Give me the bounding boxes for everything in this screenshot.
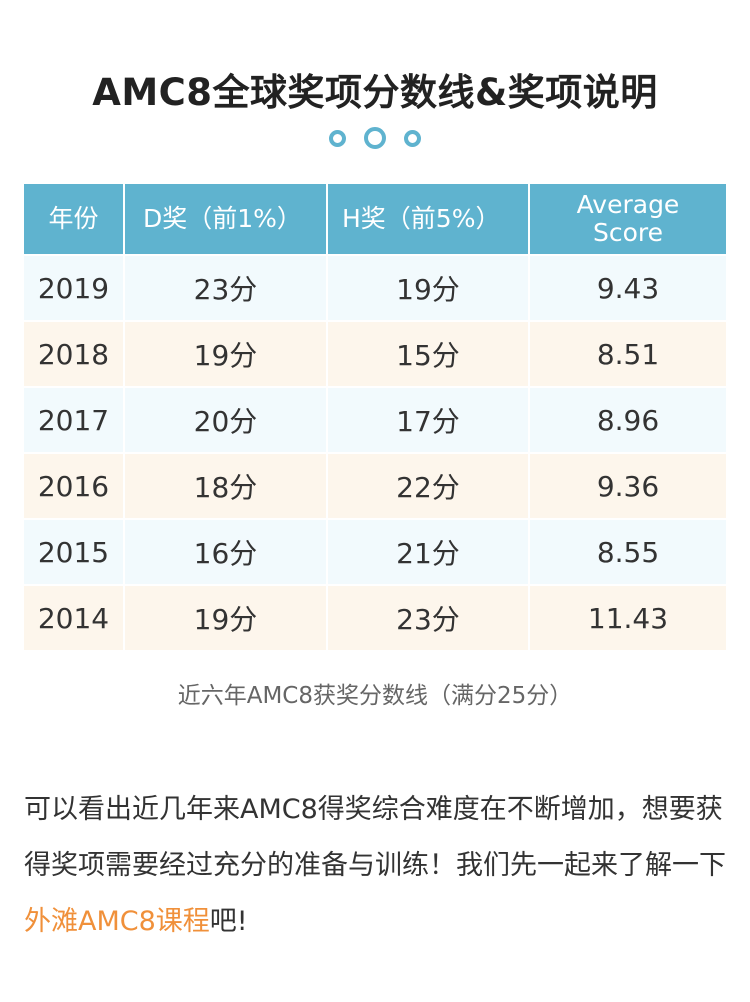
cell-average-score: 8.51 (528, 320, 726, 387)
score-table: 年份 D奖（前1%） H奖（前5%） Average Score 2019 23分… (24, 184, 726, 650)
cell-h-award-score: 15分 (326, 320, 529, 387)
cell-year: 2014 (24, 584, 124, 650)
cell-year: 2016 (24, 452, 124, 519)
table-row: 2019 23分 19分 9.43 (24, 254, 726, 321)
cell-average-score: 8.96 (528, 386, 726, 453)
table-row: 2018 19分 15分 8.51 (24, 320, 726, 387)
decorative-dots (0, 127, 750, 149)
circle-icon (404, 129, 421, 147)
cell-h-award-score: 17分 (326, 386, 529, 453)
body-paragraph: 可以看出近几年来AMC8得奖综合难度在不断增加，想要获得奖项需要经过充分的准备与… (24, 782, 736, 950)
cell-average-score: 11.43 (528, 584, 726, 650)
table-row: 2015 16分 21分 8.55 (24, 518, 726, 585)
paragraph-text: 可以看出近几年来AMC8得奖综合难度在不断增加，想要获得奖项需要经过充分的准备与… (24, 794, 726, 881)
cell-h-award-score: 21分 (326, 518, 529, 585)
cell-year: 2019 (24, 254, 124, 321)
header-d-award: D奖（前1%） (123, 184, 327, 255)
table-caption: 近六年AMC8获奖分数线（满分25分） (177, 683, 573, 709)
cell-year: 2018 (24, 320, 124, 387)
header-year: 年份 (24, 184, 124, 255)
table-row: 2017 20分 17分 8.96 (24, 386, 726, 453)
table-row: 2016 18分 22分 9.36 (24, 452, 726, 519)
cell-average-score: 9.43 (528, 254, 726, 321)
circle-icon (329, 129, 346, 147)
cell-year: 2015 (24, 518, 124, 585)
paragraph-end: 吧! (209, 906, 248, 937)
cell-h-award-score: 19分 (326, 254, 529, 321)
table-row: 2014 19分 23分 11.43 (24, 584, 726, 650)
circle-icon (364, 127, 386, 149)
cell-d-award-score: 19分 (123, 320, 327, 387)
cell-year: 2017 (24, 386, 124, 453)
cell-h-award-score: 22分 (326, 452, 529, 519)
table-header: 年份 D奖（前1%） H奖（前5%） Average Score (24, 184, 726, 255)
cell-average-score: 8.55 (528, 518, 726, 585)
cell-average-score: 9.36 (528, 452, 726, 519)
header-average-score: Average Score (528, 184, 726, 255)
cell-d-award-score: 19分 (123, 584, 327, 650)
cell-h-award-score: 23分 (326, 584, 529, 650)
header-h-award: H奖（前5%） (326, 184, 529, 255)
course-highlight: 外滩AMC8课程 (24, 906, 210, 937)
cell-d-award-score: 18分 (123, 452, 327, 519)
page-title: AMC8全球奖项分数线&奖项说明 (92, 71, 658, 114)
cell-d-award-score: 23分 (123, 254, 327, 321)
cell-d-award-score: 20分 (123, 386, 327, 453)
cell-d-award-score: 16分 (123, 518, 327, 585)
